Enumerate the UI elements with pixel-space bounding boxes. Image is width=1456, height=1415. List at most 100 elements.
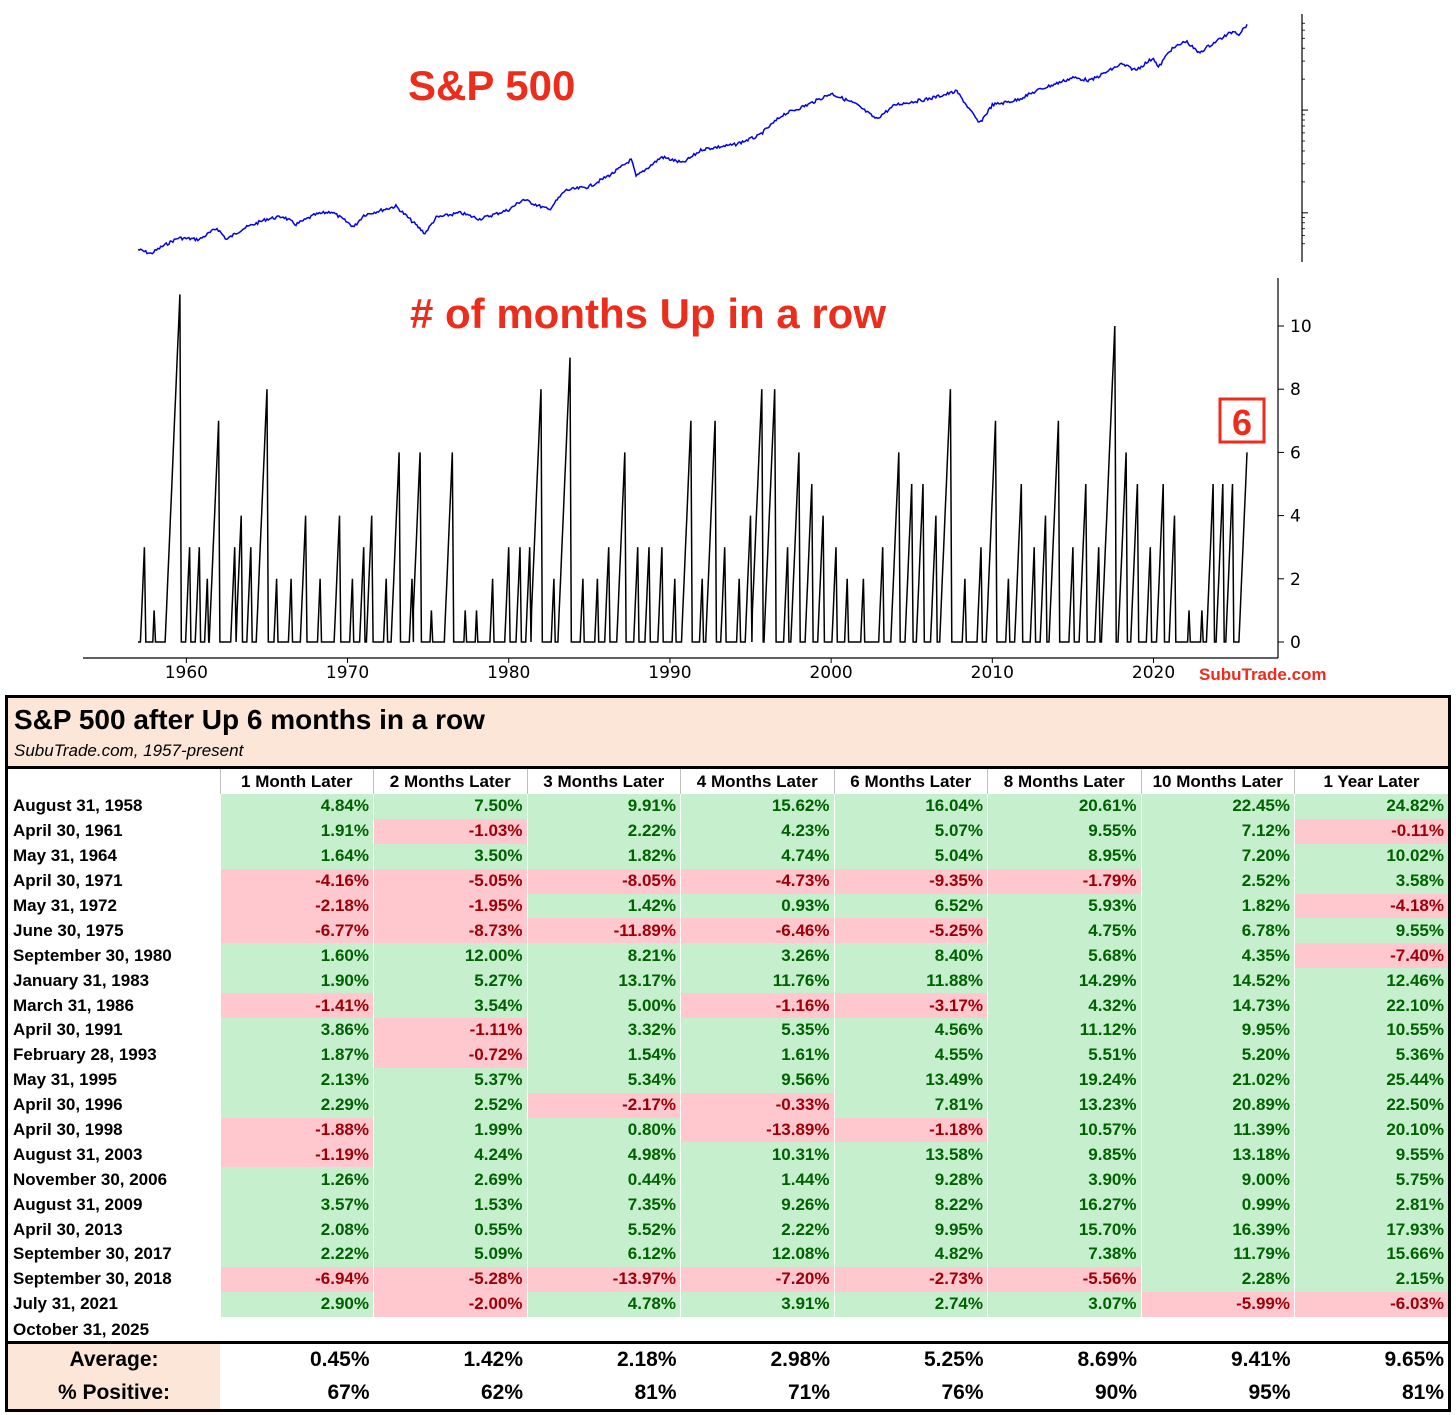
summary-value: 2.18% (616, 1348, 677, 1372)
summary-value: 62% (480, 1380, 523, 1404)
y-tick-label: 10 (1290, 317, 1312, 337)
return-cell: 11.76% (680, 968, 834, 994)
return-cell: 14.52% (1140, 968, 1295, 994)
row-date-label: April 30, 1991 (13, 1020, 123, 1040)
months-up-line (138, 294, 1248, 643)
row-date-label: September 30, 2018 (13, 1269, 172, 1289)
table-row: August 31, 1958 4.84% 7.50% 9.91% 15.62% 16.0… (8, 794, 1448, 819)
return-cell: 1.82% (1140, 893, 1295, 919)
return-cell: -1.79% (987, 868, 1141, 894)
months-up-title: # of months Up in a row (410, 290, 886, 337)
row-date-label: June 30, 1975 (13, 920, 124, 940)
return-cell: 13.18% (1140, 1142, 1295, 1168)
return-cell: 2.22% (219, 1242, 374, 1267)
return-cell: 8.22% (833, 1192, 988, 1218)
return-cell: 16.04% (833, 794, 988, 819)
column-header: 2 Months Later (373, 769, 527, 794)
return-cell: 22.10% (1294, 993, 1448, 1019)
table-row: June 30, 1975 -6.77% -8.73% -11.89% -6.46% -5… (8, 918, 1448, 944)
return-cell: 14.73% (1140, 993, 1295, 1019)
return-cell: 1.26% (219, 1167, 374, 1193)
return-cell: 4.84% (219, 794, 374, 819)
return-cell: 17.93% (1294, 1217, 1448, 1243)
callout-value: 6 (1232, 402, 1252, 443)
summary-value: 81% (634, 1380, 677, 1404)
table-row: July 31, 2021 2.90% -2.00% 4.78% 3.91% 2.74% 3… (8, 1291, 1448, 1317)
return-cell: 8.95% (987, 843, 1141, 869)
summary-value: 76% (941, 1380, 984, 1404)
price-y-ticks (1302, 22, 1308, 245)
x-tick-label: 2020 (1132, 663, 1175, 683)
table-row: February 28, 1993 1.87% -0.72% 1.54% 1.61% 4.… (8, 1042, 1448, 1068)
return-cell: 3.07% (987, 1291, 1141, 1317)
return-cell: 11.39% (1140, 1117, 1295, 1143)
callout-box (1218, 397, 1266, 444)
return-cell: 5.93% (987, 893, 1141, 919)
summary-value: 9.65% (1384, 1348, 1444, 1372)
return-cell: 8.40% (833, 943, 988, 969)
row-date-label: April 30, 1996 (13, 1095, 123, 1115)
return-cell (1141, 1317, 1295, 1343)
return-cell: 4.75% (987, 918, 1141, 944)
return-cell: 20.10% (1294, 1117, 1448, 1143)
column-header: 6 Months Later (833, 769, 988, 794)
return-cell: -1.16% (680, 993, 834, 1019)
y-tick-label: 8 (1290, 380, 1301, 400)
return-cell: -4.16% (219, 868, 374, 894)
summary-label: % Positive: (8, 1376, 220, 1409)
return-cell: -6.46% (680, 918, 834, 944)
summary-value: 95% (1248, 1380, 1291, 1404)
return-cell: 2.22% (680, 1217, 834, 1243)
return-cell: 5.07% (833, 818, 988, 844)
return-cell: 5.37% (373, 1067, 527, 1093)
summary-value: 9.41% (1230, 1348, 1291, 1372)
column-header: 1 Month Later (219, 769, 374, 794)
return-cell: 0.99% (1140, 1192, 1295, 1218)
return-cell: 6.78% (1140, 918, 1295, 944)
row-date-label: May 31, 1964 (13, 846, 117, 866)
sp500-title: S&P 500 (408, 62, 575, 109)
table-row: August 31, 2003 -1.19% 4.24% 4.98% 10.31% 13.… (8, 1142, 1448, 1168)
x-tick-label: 1990 (648, 663, 691, 683)
return-cell: -1.19% (219, 1142, 374, 1168)
return-cell: 12.00% (373, 943, 527, 969)
return-cell: -7.20% (680, 1266, 834, 1292)
return-cell: 10.55% (1294, 1018, 1448, 1043)
summary-value: 8.69% (1077, 1348, 1137, 1372)
table-row: April 30, 1971 -4.16% -5.05% -8.05% -4.73% -9… (8, 868, 1448, 894)
return-cell (1295, 1317, 1449, 1343)
y-tick-label: 4 (1290, 507, 1301, 527)
return-cell: 13.49% (833, 1067, 988, 1093)
column-header-row: 1 Month Later 2 Months Later 3 Months Late… (8, 769, 1448, 794)
return-cell: 4.55% (833, 1042, 988, 1068)
summary-value: 90% (1094, 1380, 1137, 1404)
return-cell: 2.90% (219, 1291, 374, 1317)
summary-row: Average: 0.45% 1.42% 2.18% 2.98% 5.25% 8.69% 9.… (8, 1342, 1448, 1377)
y-tick-label: 6 (1290, 443, 1301, 463)
return-cell: 2.28% (1140, 1266, 1295, 1292)
return-cell: 2.13% (219, 1067, 374, 1093)
return-cell: -6.03% (1294, 1291, 1448, 1317)
return-cell: 15.66% (1294, 1242, 1448, 1267)
return-cell: -6.77% (219, 918, 374, 944)
return-cell (527, 1317, 681, 1343)
summary-table: Average: 0.45% 1.42% 2.18% 2.98% 5.25% 8.69% 9.… (8, 1341, 1448, 1409)
return-cell: 13.58% (833, 1142, 988, 1168)
return-cell: 5.52% (526, 1217, 681, 1243)
return-cell: -3.17% (833, 993, 988, 1019)
table-row: April 30, 1998 -1.88% 1.99% 0.80% -13.89% -1.… (8, 1117, 1448, 1143)
months-x-ticks: 1960 1970 1980 1990 2000 2010 2020 (165, 658, 1175, 683)
return-cell: 2.15% (1294, 1266, 1448, 1292)
return-cell: 5.04% (833, 843, 988, 869)
return-cell: -5.99% (1140, 1291, 1295, 1317)
column-header: 1 Year Later (1294, 769, 1448, 794)
summary-value: 5.25% (923, 1348, 984, 1372)
return-cell: 1.42% (526, 893, 681, 919)
watermark: SubuTrade.com (1199, 665, 1327, 684)
return-cell: -0.33% (680, 1092, 834, 1118)
charts-area: S&P 500 1960 1970 1980 1990 2000 2010 2020 0 2 4… (83, 14, 1327, 684)
return-cell: 2.08% (219, 1217, 374, 1243)
return-cell: 4.82% (833, 1242, 988, 1267)
row-date-label: August 31, 2009 (13, 1194, 143, 1214)
summary-value: 0.45% (309, 1348, 370, 1372)
